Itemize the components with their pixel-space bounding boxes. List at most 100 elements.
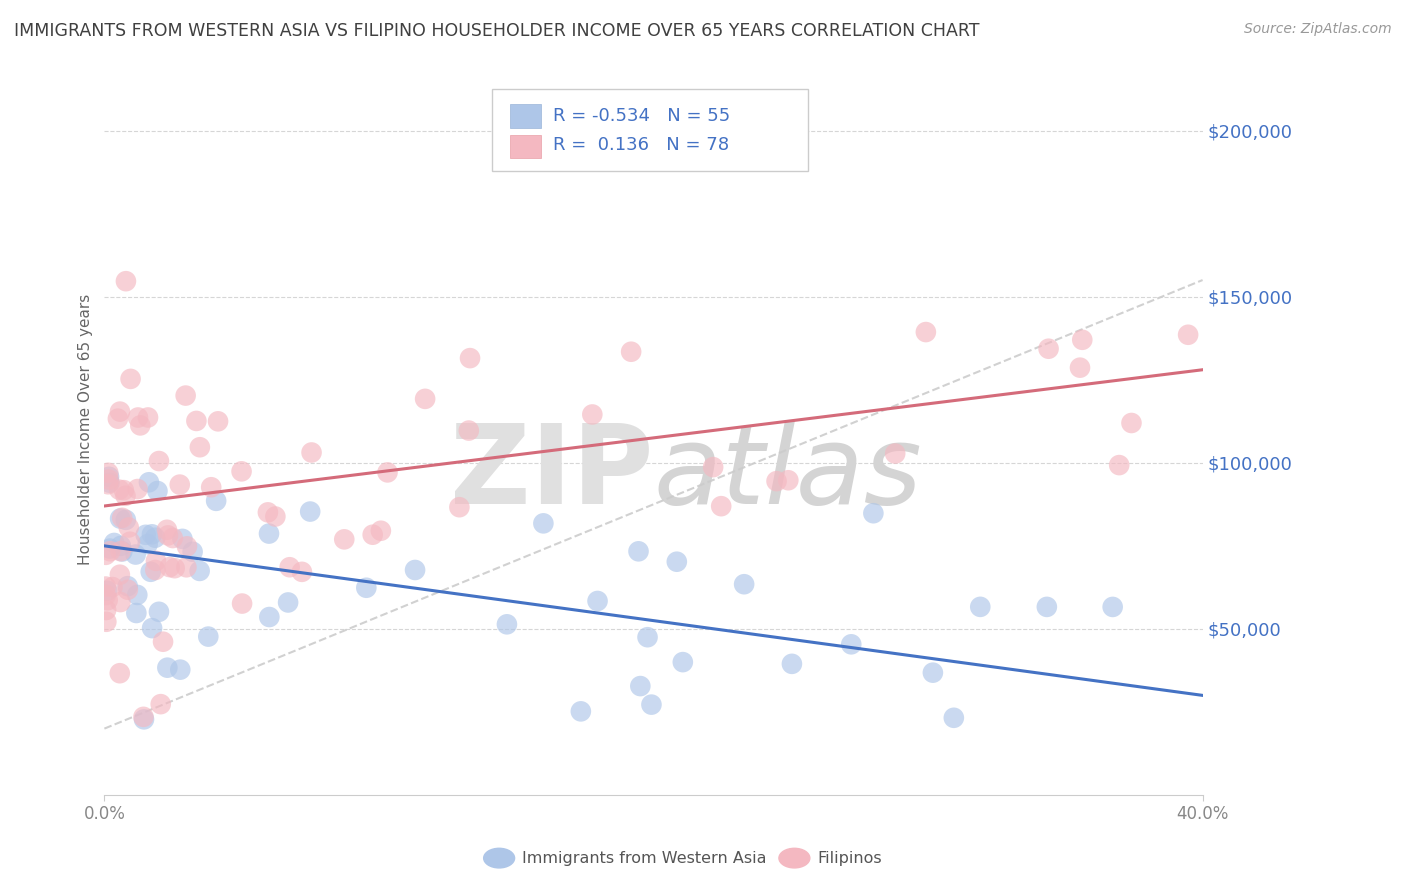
Point (259, 610, 281, 624)
Point (969, 599, 991, 614)
Point (124, 548, 146, 562)
Point (98, 470, 121, 484)
Point (862, 506, 884, 520)
Point (96, 603, 118, 617)
Point (291, 565, 314, 579)
Point (1069, 360, 1091, 375)
Point (356, 581, 378, 595)
Point (112, 483, 135, 497)
Point (169, 663, 191, 677)
Point (457, 424, 479, 438)
Point (702, 460, 724, 475)
Text: Immigrants from Western Asia: Immigrants from Western Asia (522, 851, 766, 865)
Point (1108, 458, 1130, 472)
Point (97, 466, 120, 480)
Point (413, 392, 436, 406)
Point (127, 482, 149, 496)
Text: R = -0.534   N = 55: R = -0.534 N = 55 (553, 107, 730, 125)
Text: atlas: atlas (654, 420, 922, 527)
Point (1121, 416, 1143, 430)
Point (136, 537, 159, 551)
Point (101, 580, 124, 594)
Point (569, 704, 592, 718)
Point (780, 657, 803, 671)
Point (163, 561, 186, 575)
Point (127, 410, 149, 425)
Text: R =  0.136   N = 78: R = 0.136 N = 78 (553, 136, 728, 154)
Point (149, 697, 172, 711)
Point (94, 548, 117, 562)
Point (129, 418, 152, 433)
Point (1177, 327, 1199, 342)
Text: Source: ZipAtlas.com: Source: ZipAtlas.com (1244, 22, 1392, 37)
Point (333, 533, 356, 547)
Point (637, 630, 659, 644)
Text: IMMIGRANTS FROM WESTERN ASIA VS FILIPINO HOUSEHOLDER INCOME OVER 65 YEARS CORREL: IMMIGRANTS FROM WESTERN ASIA VS FILIPINO… (14, 22, 980, 40)
Text: ZIP: ZIP (450, 420, 654, 527)
Point (117, 579, 139, 593)
Point (110, 595, 132, 609)
Point (581, 408, 603, 422)
Point (108, 666, 131, 681)
Point (98, 541, 121, 556)
Point (148, 605, 170, 619)
Point (146, 483, 169, 498)
Point (159, 560, 181, 574)
Point (114, 513, 136, 527)
Point (586, 594, 609, 608)
Point (231, 464, 253, 478)
Point (277, 595, 299, 609)
Point (156, 661, 179, 675)
Point (188, 440, 211, 454)
Point (884, 446, 907, 460)
Point (110, 539, 132, 553)
Point (135, 528, 157, 542)
Point (207, 414, 229, 428)
Point (458, 351, 481, 365)
Point (942, 711, 965, 725)
Point (152, 634, 174, 648)
Point (172, 532, 194, 546)
Point (205, 493, 228, 508)
Point (136, 410, 159, 425)
Point (132, 712, 155, 726)
Point (108, 483, 131, 497)
Point (496, 617, 519, 632)
Point (174, 388, 197, 402)
Point (176, 539, 198, 553)
Point (103, 536, 125, 550)
Point (139, 565, 162, 579)
Point (733, 577, 755, 591)
Point (125, 606, 148, 620)
Point (132, 710, 155, 724)
Point (672, 655, 695, 669)
Point (197, 630, 219, 644)
Point (111, 544, 134, 558)
Point (107, 411, 129, 425)
Point (115, 274, 138, 288)
Point (96, 615, 118, 629)
Point (264, 509, 287, 524)
Point (120, 372, 142, 386)
Point (200, 480, 222, 494)
Point (98, 475, 121, 490)
Point (97, 473, 120, 487)
Text: Filipinos: Filipinos (817, 851, 882, 865)
Point (162, 531, 184, 545)
Point (361, 527, 384, 541)
Point (370, 524, 392, 538)
Point (143, 531, 166, 545)
Point (169, 477, 191, 491)
Point (108, 511, 131, 525)
Point (143, 563, 166, 577)
Y-axis label: Householder Income Over 65 years: Householder Income Over 65 years (79, 294, 93, 566)
Point (665, 555, 688, 569)
Point (127, 588, 149, 602)
Point (138, 475, 160, 490)
Point (278, 560, 301, 574)
Point (148, 454, 170, 468)
Point (118, 520, 141, 534)
Point (1101, 599, 1123, 614)
Point (111, 511, 134, 525)
Point (301, 445, 323, 459)
